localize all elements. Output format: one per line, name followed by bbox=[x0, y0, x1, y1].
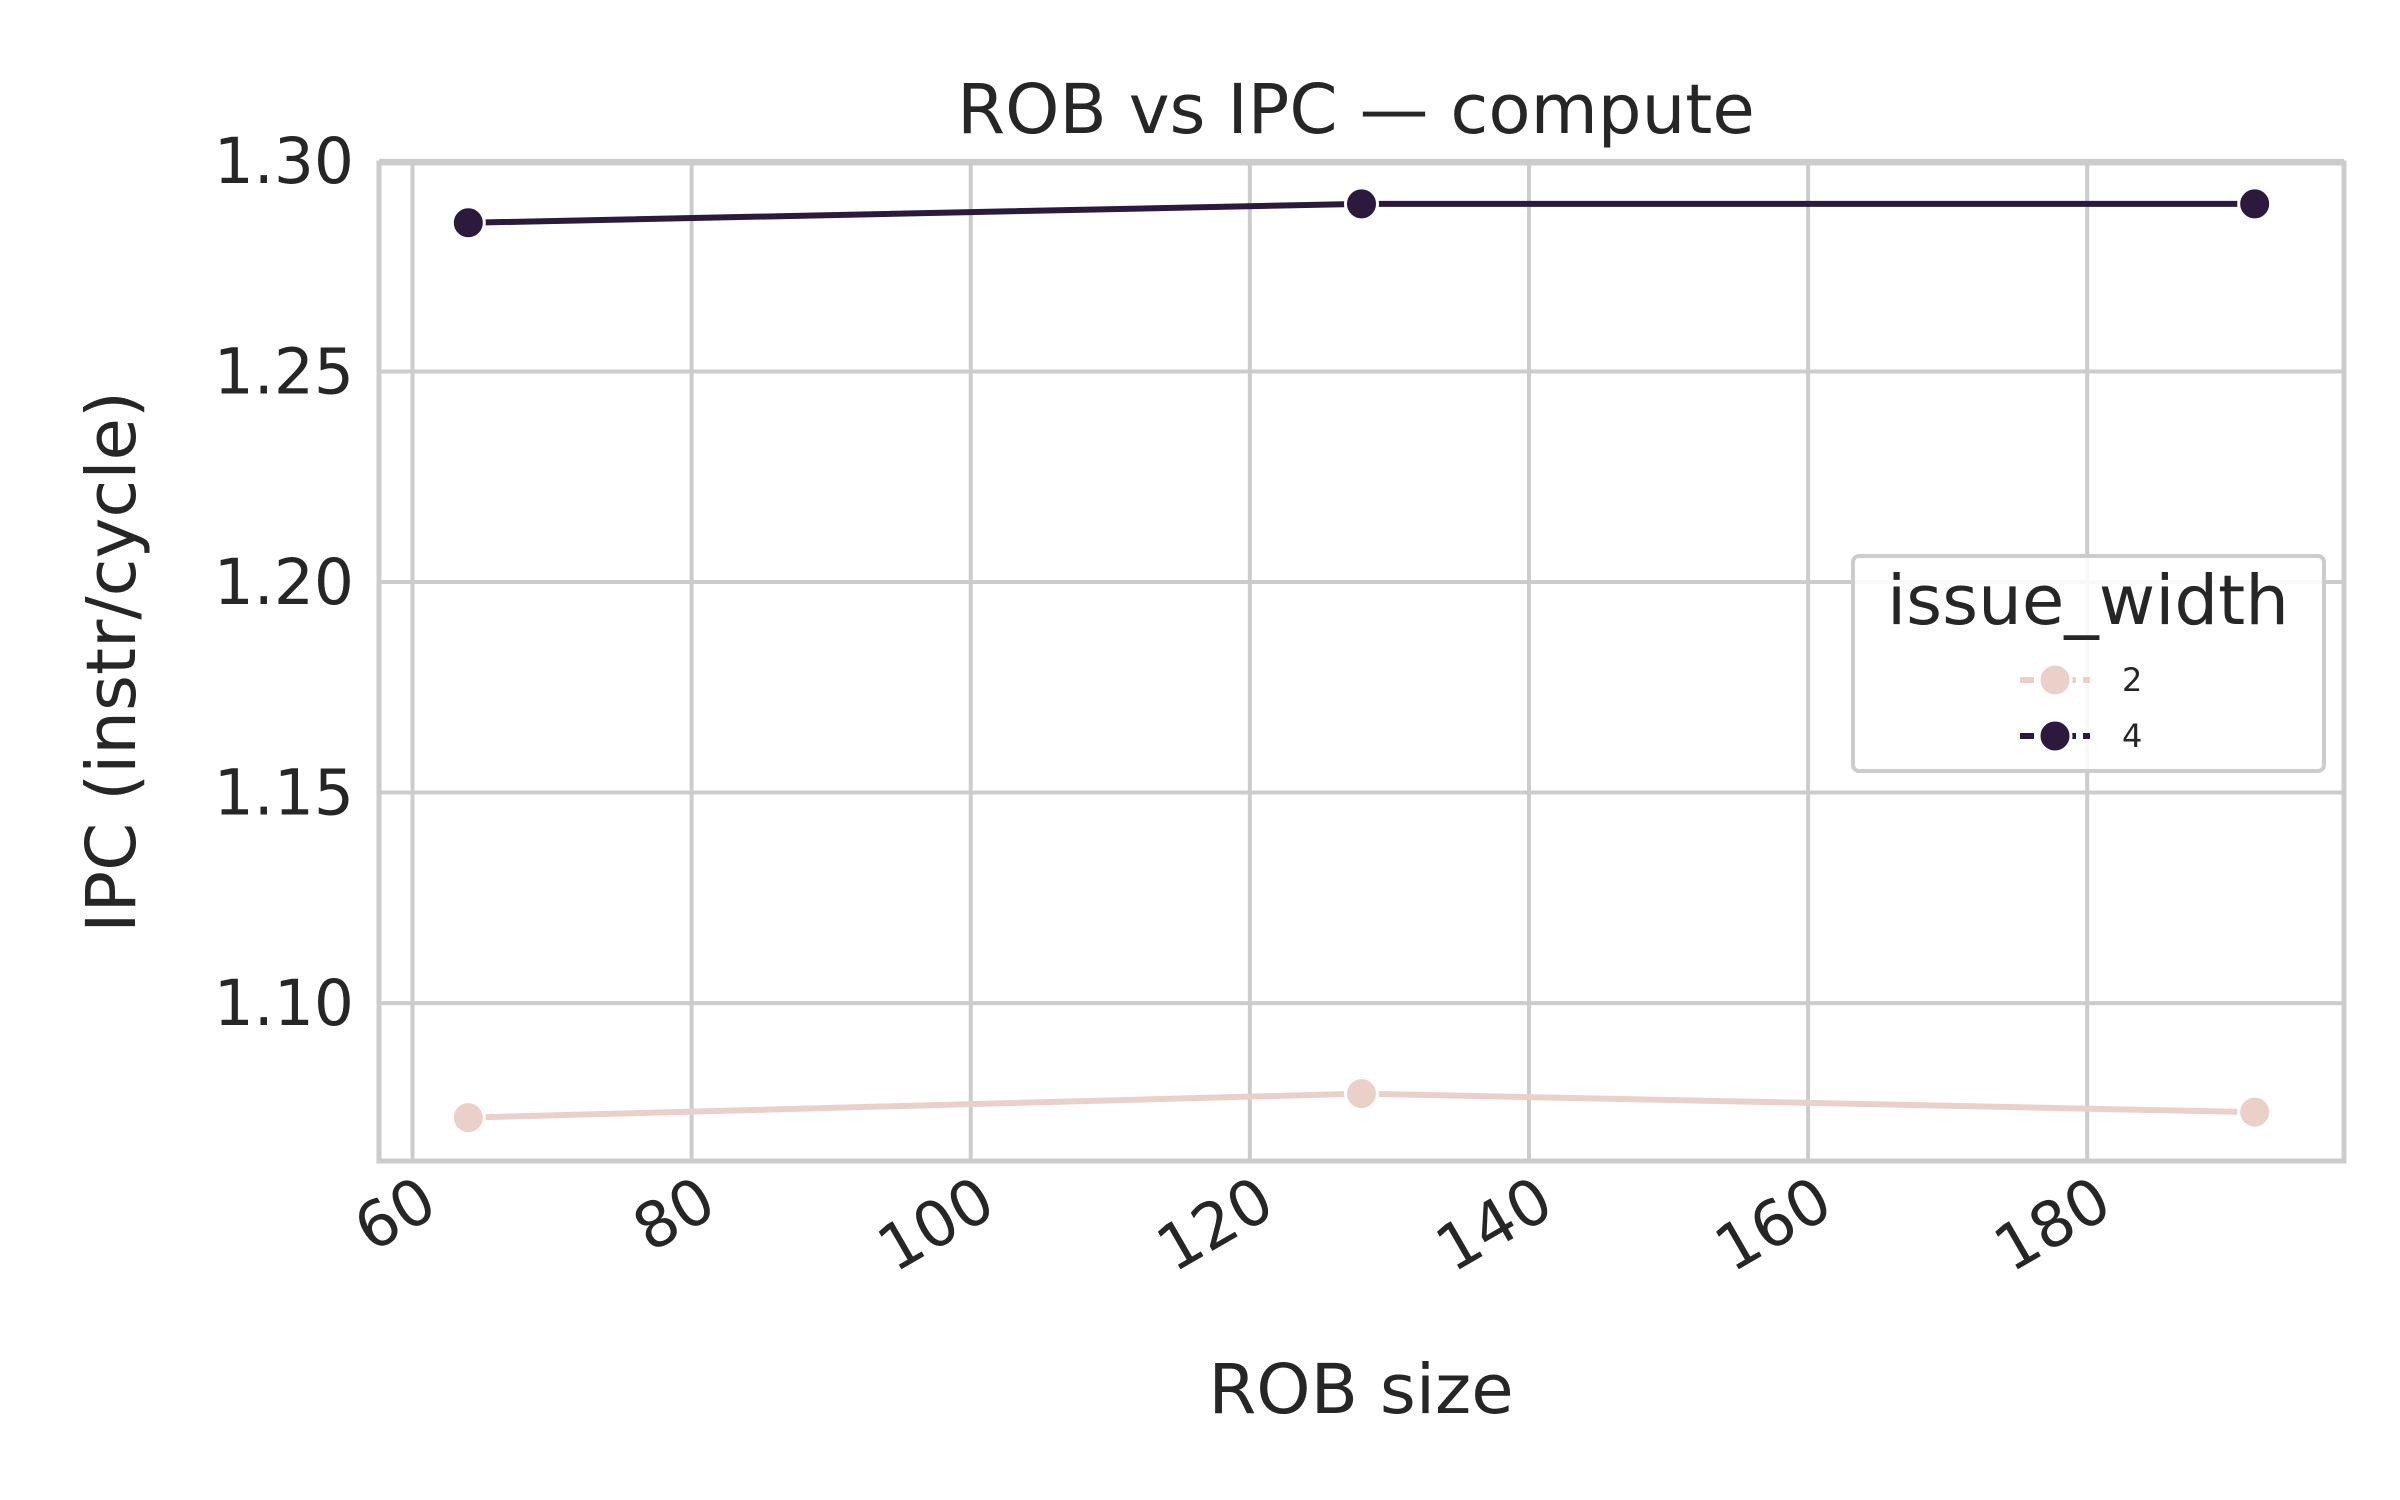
legend-marker bbox=[2037, 662, 2073, 698]
y-tick-label: 1.25 bbox=[214, 335, 354, 408]
series-2 bbox=[450, 1076, 2273, 1136]
plot-frame bbox=[376, 160, 2347, 1164]
chart-title: ROB vs IPC — compute bbox=[957, 70, 1755, 150]
legend-entry: 4 bbox=[2020, 717, 2142, 755]
legend-marker bbox=[2037, 718, 2073, 754]
legend-title: issue_width bbox=[1887, 561, 2289, 641]
series-layer bbox=[450, 186, 2273, 1136]
data-point bbox=[450, 205, 486, 241]
legend-entry: 2 bbox=[2020, 661, 2142, 699]
data-point bbox=[450, 1100, 486, 1136]
y-tick-label: 1.10 bbox=[214, 967, 354, 1040]
y-tick-label: 1.20 bbox=[214, 546, 354, 619]
series-4 bbox=[450, 186, 2273, 241]
data-point bbox=[1344, 1076, 1379, 1112]
data-point bbox=[2237, 186, 2273, 222]
data-point bbox=[1344, 186, 1379, 222]
y-tick-label: 1.30 bbox=[214, 125, 354, 198]
legend-label: 4 bbox=[2122, 717, 2142, 755]
y-tick-labels: 1.10 1.15 1.20 1.25 1.30 bbox=[214, 125, 354, 1040]
legend: issue_width 24 bbox=[1851, 554, 2326, 773]
legend-label: 2 bbox=[2122, 661, 2142, 699]
y-axis-label: IPC (instr/cycle) bbox=[72, 391, 152, 933]
legend-box bbox=[1851, 554, 2326, 773]
data-point bbox=[2237, 1094, 2273, 1130]
x-axis-label: ROB size bbox=[1208, 1350, 1513, 1430]
y-tick-label: 1.15 bbox=[214, 757, 354, 830]
legend-entries: 24 bbox=[2020, 661, 2142, 755]
